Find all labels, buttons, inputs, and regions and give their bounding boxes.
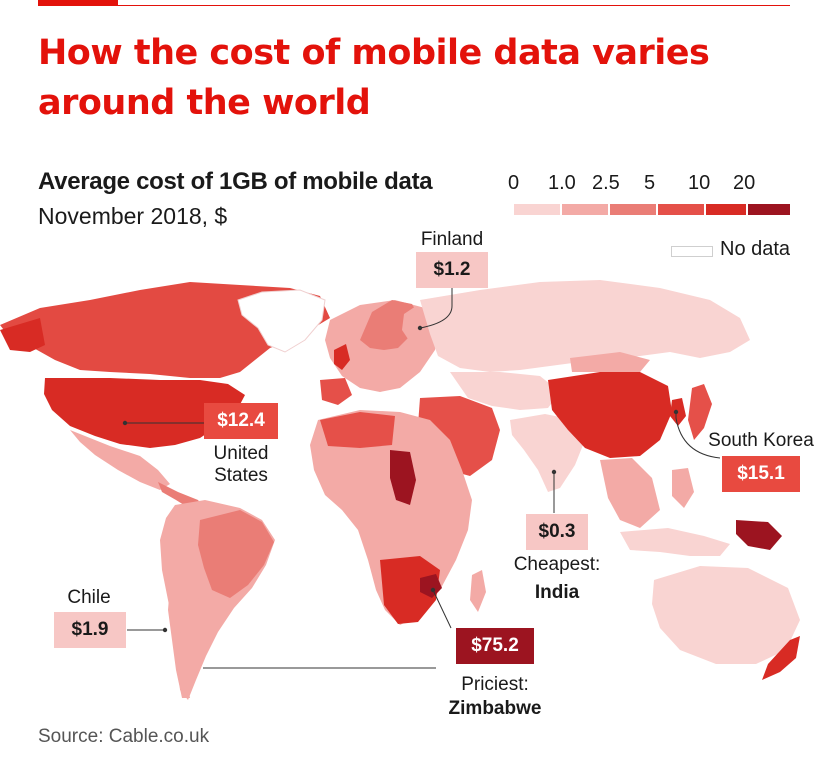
usa-value-box: $12.4: [204, 403, 278, 439]
header-accent-bar: [38, 0, 118, 6]
india-label: Cheapest:: [513, 554, 601, 575]
landmass-new-zealand: [762, 636, 800, 680]
landmass-southeast-asia: [600, 458, 660, 528]
landmass-australia: [652, 566, 800, 664]
landmass-alaska: [0, 318, 45, 352]
legend-swatch-5: [748, 204, 790, 215]
landmass-north-africa: [320, 412, 395, 448]
landmass-madagascar: [470, 570, 486, 612]
header-rule: [118, 5, 790, 6]
callout-dots: [122, 325, 679, 633]
legend-tick: 20: [733, 172, 756, 194]
landmass-finland: [402, 306, 426, 342]
zimbabwe-label: Priciest:: [461, 674, 529, 695]
legend-no-data-label: No data: [720, 238, 791, 260]
south-korea-value-box: $15.1: [722, 456, 800, 492]
korea-leader-line: [675, 412, 721, 459]
legend-swatch-4: [706, 204, 746, 215]
landmass-southern-africa: [380, 556, 440, 624]
india-country-label: India: [534, 582, 580, 603]
landmass-papua-new-guinea: [736, 520, 782, 550]
south-korea-label: South Korea: [708, 430, 814, 451]
legend-tick: 10: [688, 172, 711, 194]
landmass-scandinavia: [360, 300, 420, 350]
chile-label: Chile: [67, 587, 111, 608]
landmass-iberia: [320, 378, 352, 405]
landmass-indonesia: [620, 528, 730, 556]
landmass-brazil: [198, 510, 274, 598]
page-title: How the cost of mobile data varies aroun…: [38, 33, 710, 123]
chart-subtitle: Average cost of 1GB of mobile data: [38, 168, 433, 195]
landmass-japan: [688, 384, 712, 440]
landmass-greenland: [237, 289, 326, 353]
chart-date-unit: November 2018, $: [38, 203, 228, 229]
legend-tick: 5: [644, 172, 656, 194]
legend-no-data-swatch: [671, 246, 713, 257]
legend-tick: 2.5: [592, 172, 620, 194]
landmass-russia: [420, 280, 750, 372]
zimbabwe-country-label: Zimbabwe: [448, 698, 542, 719]
callout-lines: [125, 288, 721, 669]
landmass-chile: [168, 585, 190, 698]
landmass-uk: [334, 344, 350, 370]
landmass-india: [510, 414, 585, 492]
zimbabwe-leader-line: [432, 589, 452, 629]
landmass-chad-dark: [390, 450, 416, 505]
usa-label: United States: [213, 443, 269, 486]
legend-tick: 0: [508, 172, 520, 194]
legend-tick: 1.0: [548, 172, 576, 194]
landmass-usa: [44, 378, 245, 448]
landmass-zimbabwe: [420, 574, 442, 598]
legend-swatch-0: [514, 204, 560, 215]
world-map: [0, 280, 800, 700]
legend-swatch-2: [610, 204, 656, 215]
landmass-argentina: [180, 598, 215, 680]
landmass-mongolia: [570, 352, 650, 372]
legend-swatch-1: [562, 204, 608, 215]
landmass-central-asia: [450, 372, 560, 410]
india-value-box: $0.3: [526, 514, 588, 550]
landmass-mexico: [70, 430, 170, 490]
finland-leader-line: [419, 288, 453, 329]
finland-value-box: $1.2: [416, 252, 488, 288]
chile-value-box: $1.9: [54, 612, 126, 648]
source-note: Source: Cable.co.uk: [38, 726, 210, 747]
zimbabwe-value-box: $75.2: [456, 628, 534, 664]
finland-label: Finland: [420, 229, 484, 250]
landmass-china: [548, 372, 672, 458]
landmass-philippines: [672, 468, 694, 508]
legend-swatch-3: [658, 204, 704, 215]
